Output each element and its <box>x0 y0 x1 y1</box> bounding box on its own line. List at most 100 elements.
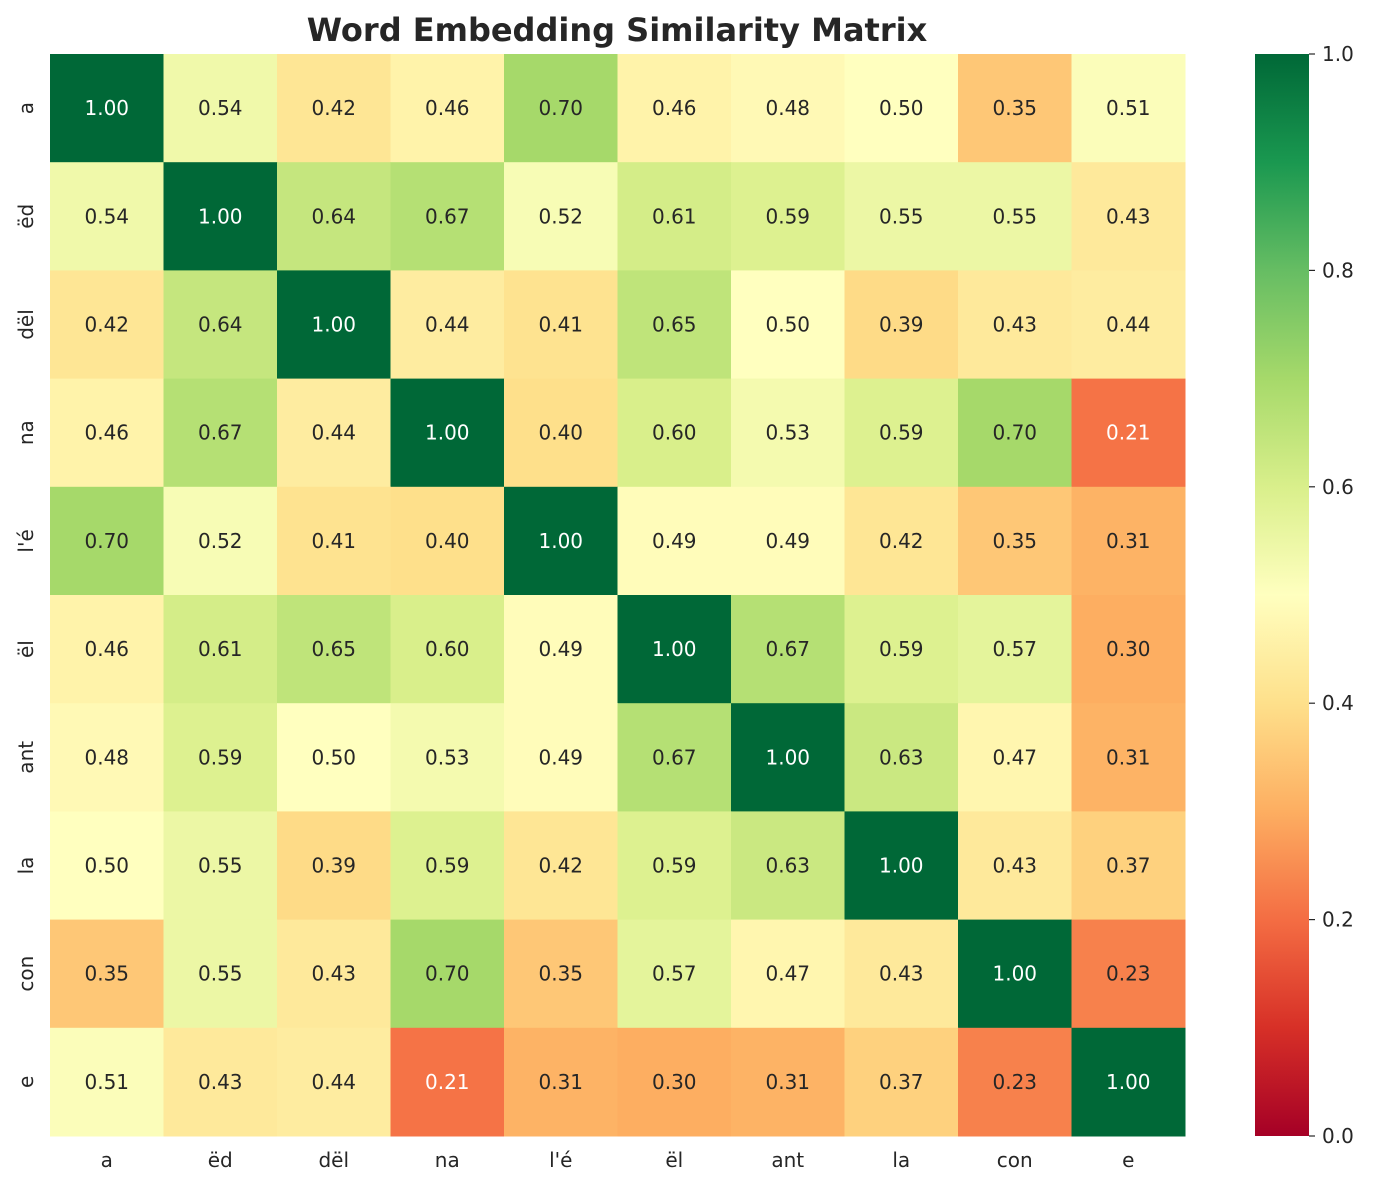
heatmap-cell <box>163 1027 278 1137</box>
cell-value-label: 0.46 <box>84 637 129 661</box>
heatmap-cell <box>1071 162 1186 271</box>
cell-value-label: 0.46 <box>652 96 697 120</box>
heatmap-cell <box>277 1027 391 1137</box>
heatmap-cell <box>277 54 391 163</box>
cell-value-label: 0.31 <box>1106 745 1151 769</box>
cell-value-label: 0.46 <box>425 96 470 120</box>
heatmap-cell <box>390 486 505 596</box>
cell-value-label: 1.00 <box>198 204 243 228</box>
colorbar-tick-label: 0.6 <box>1322 475 1354 499</box>
cell-value-label: 1.00 <box>311 313 356 337</box>
heatmap-cell <box>844 811 959 921</box>
cell-value-label: 0.44 <box>311 421 356 445</box>
colorbar-tick-label: 0.0 <box>1322 1124 1354 1148</box>
heatmap-cell <box>958 378 1072 488</box>
cell-value-label: 1.00 <box>84 96 129 120</box>
y-tick-label: ël <box>14 640 38 658</box>
heatmap-cell <box>617 919 732 1029</box>
cell-value-label: 0.54 <box>84 204 129 228</box>
heatmap-cell <box>617 54 732 163</box>
heatmap-cell <box>390 162 505 271</box>
cell-value-label: 0.50 <box>765 313 810 337</box>
cell-value-label: 0.55 <box>992 204 1037 228</box>
cell-value-label: 0.31 <box>1106 529 1151 553</box>
cell-value-label: 0.61 <box>652 204 697 228</box>
heatmap-cell <box>163 162 278 271</box>
heatmap-cell <box>958 703 1072 812</box>
heatmap-cell <box>1071 919 1186 1029</box>
cell-value-label: 0.42 <box>538 854 583 878</box>
cell-value-label: 0.61 <box>198 637 243 661</box>
heatmap-cell <box>50 595 164 704</box>
heatmap-cell <box>504 1027 618 1137</box>
heatmap-cell <box>844 486 959 596</box>
cell-value-label: 0.49 <box>538 637 583 661</box>
cell-value-label: 0.54 <box>198 96 243 120</box>
heatmap-cell <box>958 270 1072 380</box>
colorbar-tick-label: 0.8 <box>1322 258 1354 282</box>
cell-value-label: 0.42 <box>84 313 129 337</box>
heatmap-cell <box>958 811 1072 921</box>
y-tick-label: dël <box>14 309 38 340</box>
cell-value-label: 0.50 <box>311 745 356 769</box>
heatmap-cell <box>504 270 618 380</box>
heatmap-cell <box>844 54 959 163</box>
cell-value-label: 0.52 <box>198 529 243 553</box>
cell-value-label: 0.63 <box>765 854 810 878</box>
heatmap-cell <box>390 703 505 812</box>
heatmap-cell <box>277 486 391 596</box>
cell-value-label: 0.57 <box>992 637 1037 661</box>
cell-value-label: 0.60 <box>652 421 697 445</box>
cell-value-label: 0.31 <box>765 1070 810 1094</box>
heatmap-cell <box>731 378 845 488</box>
heatmap-cell <box>1071 486 1186 596</box>
heatmap-cell <box>163 595 278 704</box>
cell-value-label: 0.43 <box>879 962 924 986</box>
x-tick-label: la <box>892 1148 910 1172</box>
heatmap-cell <box>1071 1027 1186 1137</box>
cell-value-label: 0.44 <box>311 1070 356 1094</box>
cell-value-label: 0.48 <box>84 745 129 769</box>
x-tick-label: l'é <box>549 1148 572 1172</box>
heatmap-cell <box>844 162 959 271</box>
heatmap-cell <box>277 595 391 704</box>
heatmap-cell <box>163 919 278 1029</box>
cell-value-label: 1.00 <box>425 421 470 445</box>
y-tick-label: e <box>14 1076 38 1088</box>
heatmap-cell <box>1071 703 1186 812</box>
cell-value-label: 0.65 <box>652 313 697 337</box>
cell-value-label: 0.40 <box>425 529 470 553</box>
heatmap-cell <box>958 54 1072 163</box>
heatmap-cell <box>277 378 391 488</box>
cell-value-label: 0.60 <box>425 637 470 661</box>
heatmap-cell <box>277 919 391 1029</box>
heatmap-cell <box>844 1027 959 1137</box>
heatmap-cell <box>731 270 845 380</box>
cell-value-label: 0.67 <box>198 421 243 445</box>
heatmap-cell <box>163 703 278 812</box>
cell-value-label: 0.23 <box>992 1070 1037 1094</box>
cell-value-label: 0.37 <box>879 1070 924 1094</box>
colorbar-tick-label: 0.2 <box>1322 908 1354 932</box>
x-tick-label: con <box>997 1148 1033 1172</box>
heatmap-cell <box>958 162 1072 271</box>
heatmap-cell <box>731 54 845 163</box>
cell-value-label: 0.59 <box>652 854 697 878</box>
cell-value-label: 0.44 <box>425 313 470 337</box>
heatmap-cell <box>617 378 732 488</box>
heatmap-cell <box>390 1027 505 1137</box>
heatmap-cell <box>731 703 845 812</box>
y-tick-label: con <box>14 956 38 992</box>
heatmap-cell <box>1071 378 1186 488</box>
cell-value-label: 0.59 <box>425 854 470 878</box>
cell-value-label: 0.35 <box>84 962 129 986</box>
cell-value-label: 0.31 <box>538 1070 583 1094</box>
heatmap-cell <box>617 270 732 380</box>
x-tick-label: ël <box>665 1148 683 1172</box>
x-axis: a ëd dël na l'é ël ant la con e <box>101 1148 1135 1172</box>
heatmap-cell <box>504 486 618 596</box>
cell-value-label: 1.00 <box>765 745 810 769</box>
cell-value-label: 0.70 <box>992 421 1037 445</box>
